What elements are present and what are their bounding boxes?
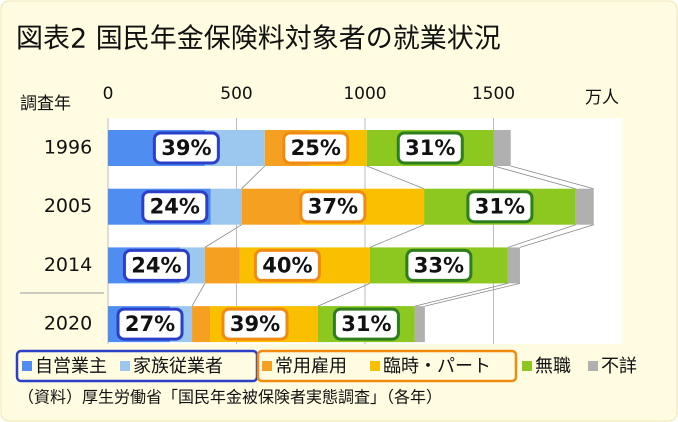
legend-label: 家族従業者 (133, 356, 223, 377)
share-box (466, 190, 534, 224)
x-tick-label: 0 (103, 84, 114, 104)
connector (204, 224, 242, 248)
x-tick-label: 500 (220, 84, 252, 104)
share-box (282, 131, 350, 165)
legend-swatch (22, 361, 32, 371)
share-box (332, 307, 400, 341)
share-label: 24% (131, 253, 181, 277)
bar (210, 188, 242, 225)
share-label: 40% (262, 253, 312, 277)
bar (493, 130, 511, 166)
bar (192, 306, 211, 343)
share-label: 24% (150, 195, 200, 219)
connector (317, 283, 371, 307)
share-label: 31% (341, 312, 391, 336)
x-tick-label: 1000 (343, 84, 386, 104)
connector (510, 165, 594, 190)
bar (507, 247, 520, 284)
share-label: 27% (125, 312, 175, 336)
legend-swatch (588, 361, 598, 371)
share-label: 39% (230, 312, 280, 336)
share-label: 31% (475, 195, 525, 219)
share-box (141, 190, 209, 224)
legend-label: 無職 (535, 356, 571, 377)
share-label: 25% (291, 136, 341, 160)
share-box (116, 307, 184, 341)
connector (414, 283, 508, 307)
share-label: 33% (414, 253, 464, 277)
x-tick-label: 1500 (472, 84, 515, 104)
share-box (152, 131, 220, 165)
y-tick-label: 2014 (44, 254, 92, 276)
y-tick-label: 1996 (44, 137, 92, 159)
x-axis-unit: 万人 (585, 88, 619, 108)
connector (507, 224, 576, 248)
share-box (221, 307, 289, 341)
legend-swatch (370, 361, 380, 371)
legend-label: 常用雇用 (275, 356, 347, 377)
y-axis-label: 調査年 (20, 94, 71, 114)
connector (369, 224, 425, 248)
bar (204, 247, 240, 284)
y-tick-label: 2005 (44, 195, 92, 217)
chart-title: 図表2 国民年金保険料対象者の就業状況 (16, 24, 501, 55)
legend-swatch (262, 361, 272, 371)
share-label: 39% (161, 136, 211, 160)
source: （資料）厚生労働省「国民年金被保険者実態調査」（各年） (18, 388, 442, 407)
connector (191, 283, 206, 307)
share-box (122, 248, 190, 282)
share-label: 37% (308, 195, 358, 219)
share-box (396, 131, 464, 165)
legend-label: 臨時・パート (383, 356, 491, 377)
share-box (299, 190, 367, 224)
legend-label: 自営業主 (35, 356, 107, 377)
bar (414, 306, 425, 343)
connector (366, 165, 425, 190)
connector (424, 283, 521, 307)
legend-swatch (522, 361, 532, 371)
share-box (405, 248, 473, 282)
connector (493, 165, 576, 190)
share-label: 31% (405, 136, 455, 160)
y-tick-label: 2020 (44, 313, 92, 335)
legend-label: 不詳 (601, 356, 637, 377)
connector (241, 165, 266, 189)
share-box (253, 248, 321, 282)
bar (575, 188, 594, 225)
bar (241, 188, 301, 225)
connector (519, 224, 594, 248)
legend-swatch (120, 361, 130, 371)
legend-frame (256, 349, 518, 383)
